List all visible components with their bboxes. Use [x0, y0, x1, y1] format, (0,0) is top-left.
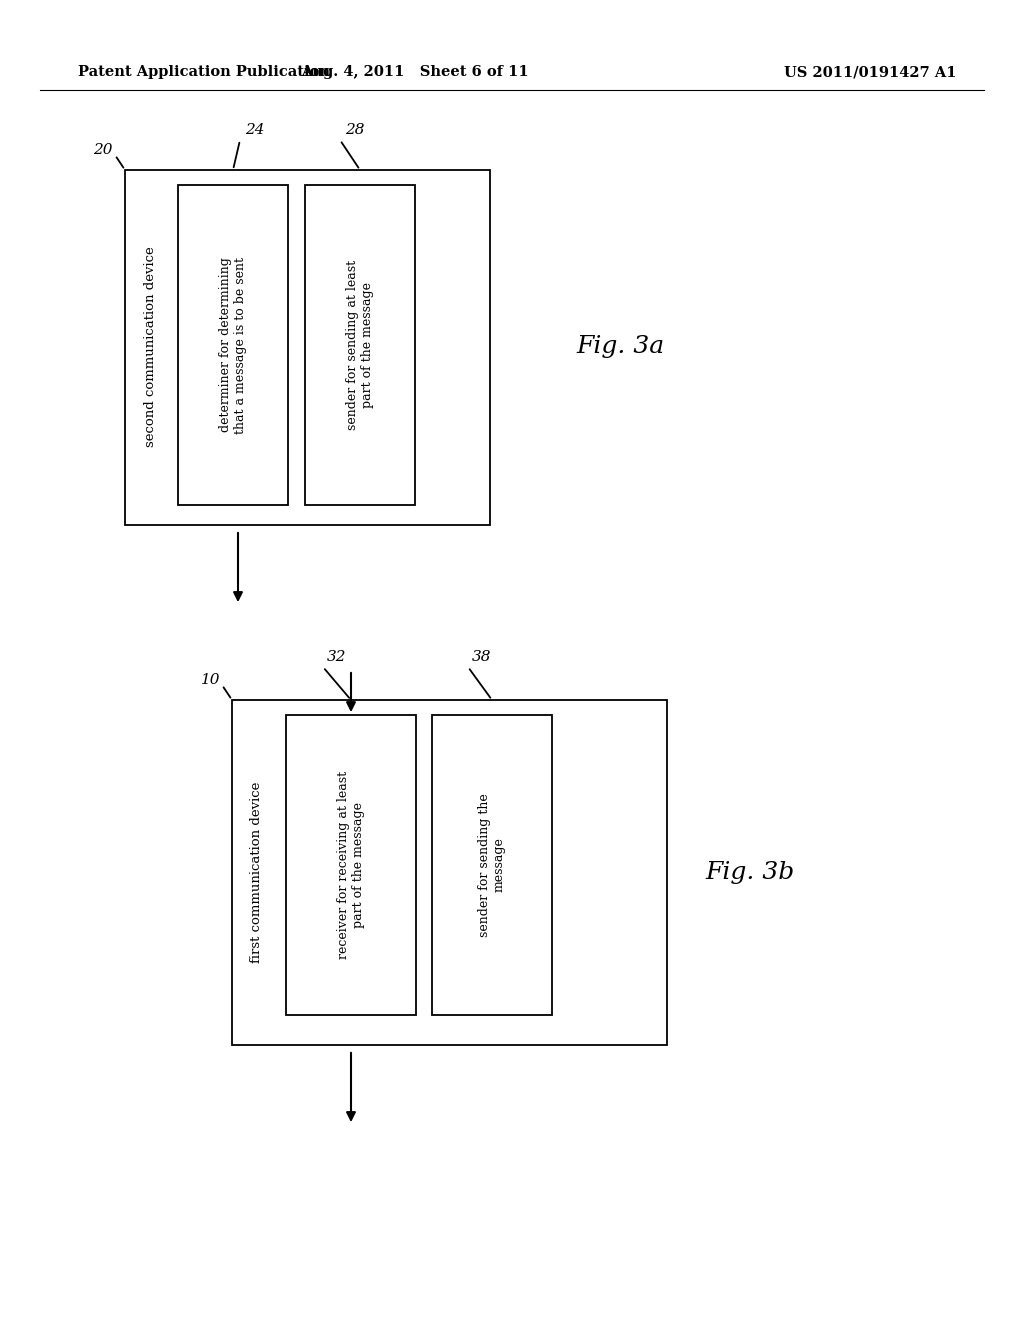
Text: sender for sending at least
part of the message: sender for sending at least part of the …: [346, 260, 374, 430]
Text: US 2011/0191427 A1: US 2011/0191427 A1: [783, 65, 956, 79]
Text: Patent Application Publication: Patent Application Publication: [78, 65, 330, 79]
Text: 32: 32: [327, 649, 346, 664]
Text: sender for sending the
message: sender for sending the message: [478, 793, 506, 937]
Text: Fig. 3a: Fig. 3a: [575, 335, 664, 359]
Text: 24: 24: [245, 123, 264, 137]
Text: Aug. 4, 2011   Sheet 6 of 11: Aug. 4, 2011 Sheet 6 of 11: [301, 65, 528, 79]
Text: Fig. 3b: Fig. 3b: [706, 861, 795, 883]
Bar: [232, 700, 667, 1045]
Text: second communication device: second communication device: [143, 247, 157, 447]
Bar: [305, 185, 415, 506]
Text: first communication device: first communication device: [251, 781, 263, 962]
Text: 20: 20: [93, 143, 113, 157]
Bar: [125, 170, 490, 525]
Bar: [432, 715, 552, 1015]
Bar: [178, 185, 288, 506]
Text: receiver for receiving at least
part of the message: receiver for receiving at least part of …: [337, 771, 365, 960]
Text: 28: 28: [345, 123, 365, 137]
Text: 10: 10: [201, 673, 220, 686]
Text: 38: 38: [472, 649, 492, 664]
Bar: [286, 715, 416, 1015]
Text: determiner for determining
that a message is to be sent: determiner for determining that a messag…: [219, 256, 247, 433]
